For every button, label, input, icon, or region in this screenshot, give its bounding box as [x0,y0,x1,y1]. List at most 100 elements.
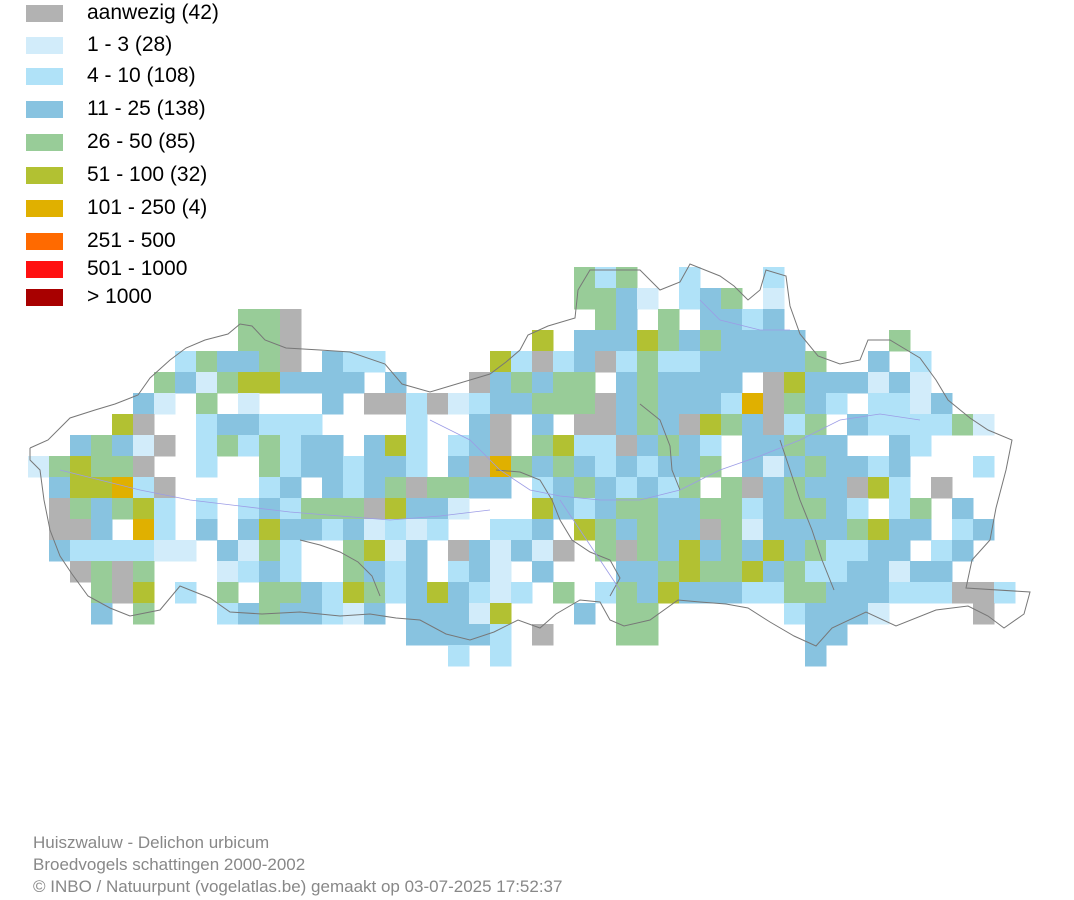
grid-cell [175,351,197,373]
grid-cell [868,351,890,373]
grid-cell [511,456,533,478]
grid-cell [238,561,260,583]
grid-cell [490,414,512,436]
grid-cell [406,456,428,478]
grid-cell [217,540,239,562]
grid-cell [532,561,554,583]
grid-cell [805,603,827,625]
grid-cell [637,519,659,541]
grid-cell [427,498,449,520]
grid-cell [595,351,617,373]
grid-cell [70,561,92,583]
grid-cell [553,456,575,478]
province-border [495,469,621,597]
grid-cell [595,519,617,541]
grid-cell [490,645,512,667]
grid-cell [574,351,596,373]
grid-cell [805,456,827,478]
grid-cell [637,603,659,625]
grid-cell [658,498,680,520]
legend-swatch [26,67,63,85]
grid-cell [742,309,764,331]
grid-cell [658,540,680,562]
grid-cell [931,540,953,562]
grid-cell [490,477,512,499]
grid-cell [889,540,911,562]
grid-cell [532,393,554,415]
grid-cell [217,582,239,604]
grid-cell [553,582,575,604]
grid-cell [259,477,281,499]
grid-cell [322,519,344,541]
grid-cell [784,456,806,478]
grid-cell [637,498,659,520]
legend-label: 1 - 3 (28) [87,33,173,56]
grid-cell [910,414,932,436]
grid-cell [805,435,827,457]
grid-cell [784,498,806,520]
grid-cell [700,519,722,541]
grid-cell [805,519,827,541]
grid-cell [658,351,680,373]
grid-cell [469,414,491,436]
grid-cell [385,393,407,415]
grid-cell [805,582,827,604]
grid-cell [700,372,722,394]
grid-cell [469,582,491,604]
grid-cell [658,435,680,457]
grid-cell [322,603,344,625]
province-border [639,403,681,491]
grid-cell [910,582,932,604]
grid-cell [427,393,449,415]
grid-cell [763,435,785,457]
grid-cell [679,582,701,604]
grid-cell [868,372,890,394]
grid-cell [532,456,554,478]
grid-cell [112,414,134,436]
legend-label: 26 - 50 (85) [87,130,196,153]
legend-label: 11 - 25 (138) [87,97,206,120]
grid-cell [112,498,134,520]
grid-cell [490,372,512,394]
grid-cell [805,477,827,499]
grid-cell [616,309,638,331]
grid-cell [364,519,386,541]
grid-cell [784,330,806,352]
grid-cell [469,540,491,562]
grid-cell [742,435,764,457]
grid-cell [490,393,512,415]
legend-swatch [26,288,63,306]
grid-cell [91,498,113,520]
grid-cell [847,561,869,583]
grid-cell [385,456,407,478]
grid-cell [532,372,554,394]
grid-cell [406,561,428,583]
river-line [59,469,491,521]
grid-cell [784,540,806,562]
grid-cell [763,540,785,562]
grid-cell [742,477,764,499]
grid-cell [280,582,302,604]
grid-cell [616,456,638,478]
grid-cell [889,477,911,499]
grid-cell [112,540,134,562]
grid-cell [532,540,554,562]
grid-cell [826,561,848,583]
grid-cell [784,582,806,604]
grid-cell [301,519,323,541]
grid-cell [910,372,932,394]
grid-cell [658,477,680,499]
grid-cell [847,540,869,562]
grid-cell [952,414,974,436]
grid-cell [595,477,617,499]
grid-cell [259,309,281,331]
grid-cell [721,582,743,604]
grid-cell [511,519,533,541]
grid-cell [595,393,617,415]
grid-cell [553,540,575,562]
grid-cell [784,414,806,436]
grid-cell [406,582,428,604]
legend-swatch [26,260,63,278]
grid-cell [721,330,743,352]
